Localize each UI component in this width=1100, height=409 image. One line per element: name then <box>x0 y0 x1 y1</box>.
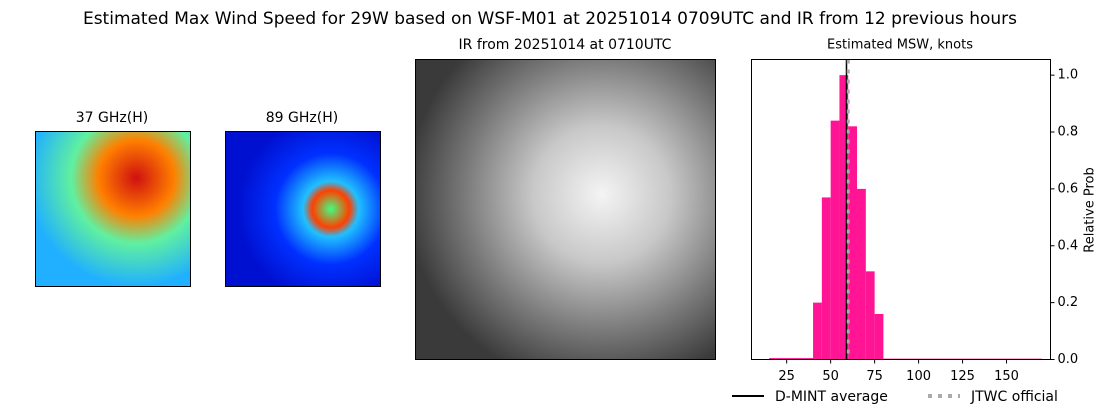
legend-label: D-MINT average <box>775 389 888 405</box>
bar <box>813 302 822 360</box>
x-tick-label: 100 <box>906 369 931 384</box>
bar <box>795 358 805 360</box>
bar <box>848 126 858 360</box>
panel-title: 37 GHz(H) <box>76 110 148 126</box>
image-37ghz <box>35 131 191 287</box>
image-ir <box>415 59 716 360</box>
plot-frame <box>751 59 1051 360</box>
y-tick-label: 0.4 <box>1058 238 1079 253</box>
chart-title: Estimated MSW, knots <box>827 38 973 53</box>
panel-title: 89 GHz(H) <box>266 110 338 126</box>
x-tick-label: 50 <box>822 369 839 384</box>
y-tick-label: 1.0 <box>1058 68 1079 83</box>
panel-title: IR from 20251014 at 0710UTC <box>459 37 672 53</box>
legend: D-MINT average JTWC official <box>732 389 1058 405</box>
bar <box>821 197 831 360</box>
y-tick-label: 0.6 <box>1058 181 1079 196</box>
histogram <box>769 59 1042 360</box>
y-tick-label: 0.8 <box>1058 125 1079 140</box>
bar <box>857 188 866 360</box>
bar <box>769 358 778 360</box>
legend-label: JTWC official <box>970 389 1058 405</box>
bar <box>777 358 787 360</box>
y-axis-label: Relative Prob <box>1083 167 1098 252</box>
bar <box>865 271 875 360</box>
x-tick-label: 25 <box>778 369 795 384</box>
bar <box>874 314 884 360</box>
x-tick-label: 125 <box>950 369 975 384</box>
y-tick-label: 0.2 <box>1058 295 1079 310</box>
bar <box>839 75 849 360</box>
bar <box>804 358 814 360</box>
figure-title: Estimated Max Wind Speed for 29W based o… <box>83 9 1017 29</box>
x-tick-label: 75 <box>866 369 883 384</box>
x-tick-label: 150 <box>994 369 1019 384</box>
bar <box>786 358 796 360</box>
bar <box>830 120 840 360</box>
y-tick-label: 0.0 <box>1058 352 1079 367</box>
image-89ghz <box>225 131 381 287</box>
